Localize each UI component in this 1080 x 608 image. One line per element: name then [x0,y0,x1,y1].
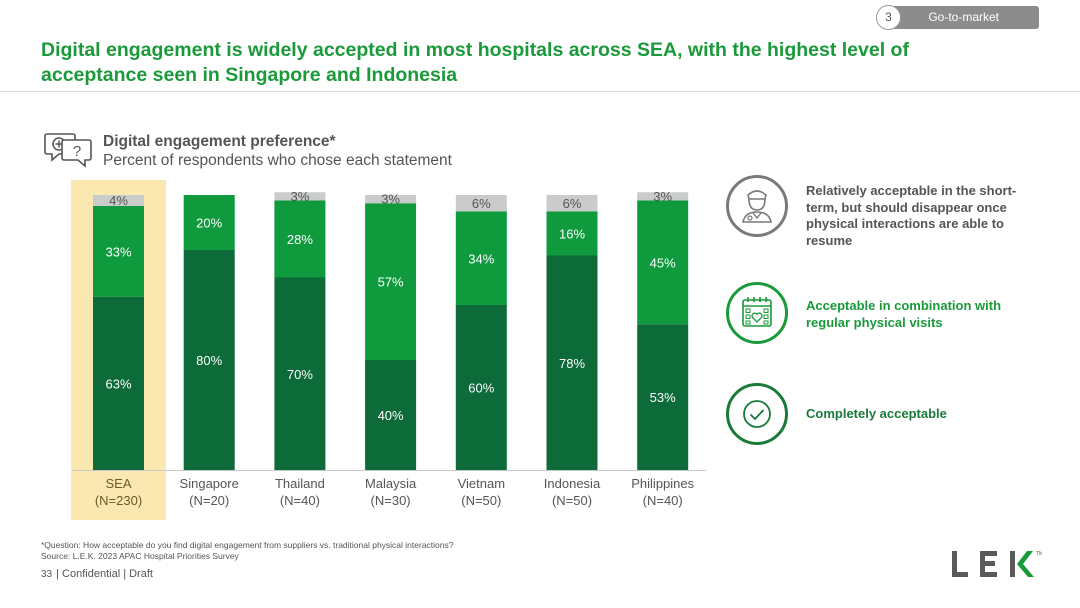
category-label: Philippines [631,476,694,491]
data-label: 28% [287,232,313,247]
bar-segment [455,211,507,305]
stacked-bar-chart: 63% 33% 4% SEA (N=230) 80% 20% Singapore (N=20) 7… [71,180,706,520]
category-n-label: (N=50) [461,493,501,508]
bar-segment [365,195,417,204]
doctor-icon [726,175,788,237]
title-divider [0,91,1080,92]
data-label: 60% [468,381,494,396]
legend-label-combination: Acceptable in combination with regular p… [806,298,1002,330]
bar-segment [637,324,689,470]
bar-segment [274,192,326,201]
bar-segment [546,211,598,256]
section-number: 3 [876,5,901,30]
footnote: *Question: How acceptable do you find di… [41,540,453,562]
footnote-source: Source: L.E.K. 2023 APAC Hospital Priori… [41,551,239,561]
calendar-heart-icon [726,282,788,344]
bar-segment [637,200,689,325]
data-label: 80% [196,353,222,368]
data-label: 4% [109,193,128,208]
category-label: SEA [105,476,131,491]
data-label: 3% [381,192,400,207]
legend-label-short-term: Relatively acceptable in the short-term,… [806,183,1017,248]
category-label: Malaysia [365,476,417,491]
data-label: 6% [563,196,582,211]
category-n-label: (N=20) [189,493,229,508]
data-label: 45% [650,255,676,270]
data-label: 6% [472,196,491,211]
category-n-label: (N=230) [95,493,142,508]
bar-segment [93,296,144,470]
data-label: 53% [650,390,676,405]
page-footer: 33 | Confidential | Draft [41,568,153,580]
section-label: Go-to-market [888,6,1039,29]
footnote-question: *Question: How acceptable do you find di… [41,540,454,550]
data-label: 57% [378,275,404,290]
data-label: 3% [653,189,672,204]
data-label: 40% [378,408,404,423]
footer-text: | Confidential | Draft [56,568,153,580]
data-label: 34% [468,251,494,266]
category-label: Indonesia [544,476,601,491]
bar-segment [546,255,598,470]
bar-segment [183,250,235,470]
section-tab: 3 Go-to-market [876,5,1039,30]
data-label: 33% [105,244,131,259]
chart-title: Digital engagement preference* [103,133,336,150]
category-n-label: (N=40) [280,493,320,508]
checkmark-circle-icon [726,383,788,445]
logo-tm: TM [1036,551,1042,557]
data-label: 3% [291,189,310,204]
category-label: Vietnam [458,476,505,491]
data-label: 78% [559,356,585,371]
data-label: 16% [559,227,585,242]
svg-text:?: ? [73,143,81,160]
category-n-label: (N=50) [552,493,592,508]
bar-segment [365,203,417,360]
page-title: Digital engagement is widely accepted in… [41,39,909,86]
category-label: Singapore [180,476,239,491]
bar-segment [455,195,507,212]
chat-question-icon: ? [44,133,92,168]
bar-segment [274,277,326,470]
category-n-label: (N=40) [643,493,683,508]
legend-label-completely: Completely acceptable [806,406,947,421]
bar-segment [455,305,507,470]
bar-segment [274,200,326,278]
bar-segment [365,360,417,470]
chart-subtitle: Percent of respondents who chose each st… [103,152,452,169]
category-n-label: (N=30) [371,493,411,508]
data-label: 70% [287,367,313,382]
bar-segment [546,195,598,212]
bar-segment [93,206,144,297]
bar-segment [637,192,689,201]
category-label: Thailand [275,476,325,491]
page-number: 33 [41,569,53,580]
data-label: 20% [196,216,222,231]
bar-segment [183,195,235,250]
data-label: 63% [105,376,131,391]
bar-segment [93,195,144,206]
lek-logo: TM [952,551,1042,577]
